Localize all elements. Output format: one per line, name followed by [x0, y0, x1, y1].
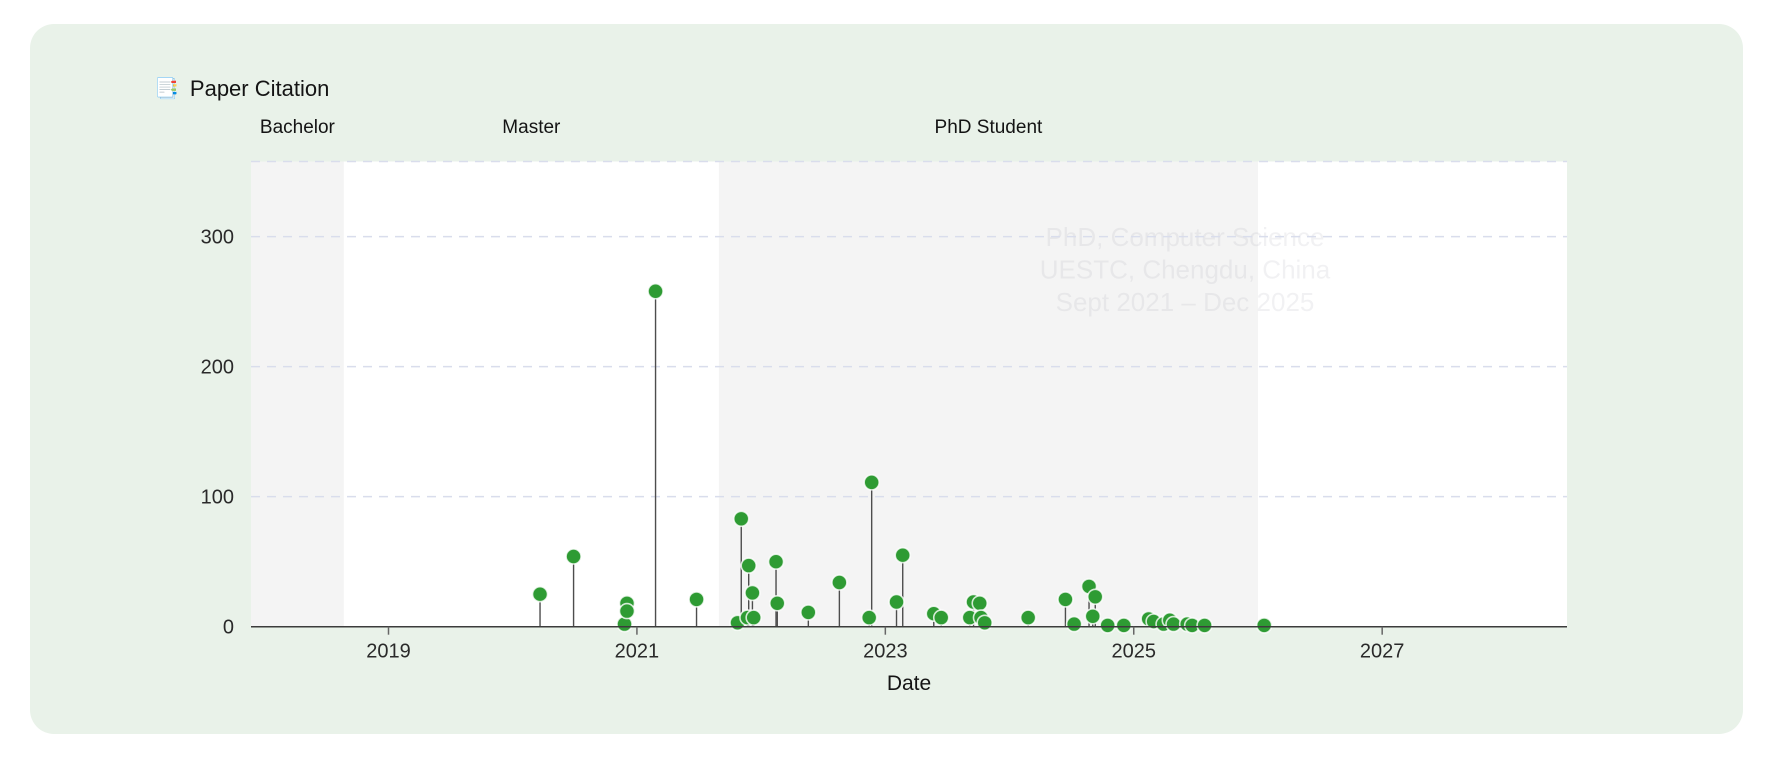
ghost-tooltip-line: UESTC, Chengdu, China: [1040, 255, 1331, 285]
data-point[interactable]: [971, 594, 989, 612]
data-point[interactable]: [740, 557, 758, 574]
ghost-tooltip-line: Sept 2021 – Dec 2025: [1056, 287, 1315, 317]
data-point[interactable]: [888, 593, 905, 611]
data-point[interactable]: [1255, 617, 1273, 634]
data-point[interactable]: [618, 602, 636, 620]
data-point[interactable]: [565, 548, 582, 565]
y-tick-label: 300: [201, 227, 234, 249]
data-point[interactable]: [1115, 617, 1133, 634]
bookmark-tabs-icon: 📑: [154, 78, 179, 100]
data-point[interactable]: [744, 584, 761, 602]
data-point[interactable]: [767, 553, 785, 570]
data-point[interactable]: [932, 609, 950, 626]
x-tick-label: 2019: [366, 641, 411, 663]
region-band-bachelor[interactable]: [251, 161, 344, 627]
y-tick-label: 100: [201, 487, 234, 509]
data-point[interactable]: [531, 585, 549, 603]
region-label-0: Bachelor: [260, 117, 336, 138]
data-point[interactable]: [1065, 615, 1083, 633]
data-point[interactable]: [1165, 615, 1182, 633]
y-tick-label: 200: [201, 357, 234, 379]
x-tick-label: 2027: [1360, 641, 1405, 663]
data-point[interactable]: [1086, 588, 1104, 606]
data-point[interactable]: [688, 591, 705, 608]
data-point[interactable]: [976, 614, 994, 632]
region-label-2: PhD Student: [935, 117, 1043, 138]
data-point[interactable]: [1019, 609, 1037, 626]
data-point[interactable]: [1196, 617, 1213, 634]
x-axis-title: Date: [887, 672, 931, 695]
data-point[interactable]: [894, 546, 912, 564]
data-point[interactable]: [1099, 617, 1116, 634]
data-point[interactable]: [1057, 591, 1074, 608]
data-point[interactable]: [831, 574, 848, 591]
region-label-1: Master: [502, 117, 561, 138]
data-point[interactable]: [647, 282, 664, 300]
data-point[interactable]: [1084, 607, 1102, 625]
chart-title: Paper Citation: [189, 76, 330, 101]
region-band-phd-student[interactable]: [718, 161, 1258, 627]
data-point[interactable]: [860, 609, 878, 626]
data-point[interactable]: [863, 474, 880, 491]
x-tick-label: 2021: [615, 641, 660, 663]
x-tick-label: 2023: [863, 641, 908, 663]
data-point[interactable]: [745, 609, 762, 626]
data-point[interactable]: [768, 594, 786, 612]
data-point[interactable]: [732, 510, 750, 528]
x-tick-label: 2025: [1112, 641, 1157, 663]
data-point[interactable]: [800, 604, 817, 621]
y-tick-label: 0: [223, 617, 234, 639]
chart-title-row: 📑 Paper Citation: [154, 76, 329, 102]
